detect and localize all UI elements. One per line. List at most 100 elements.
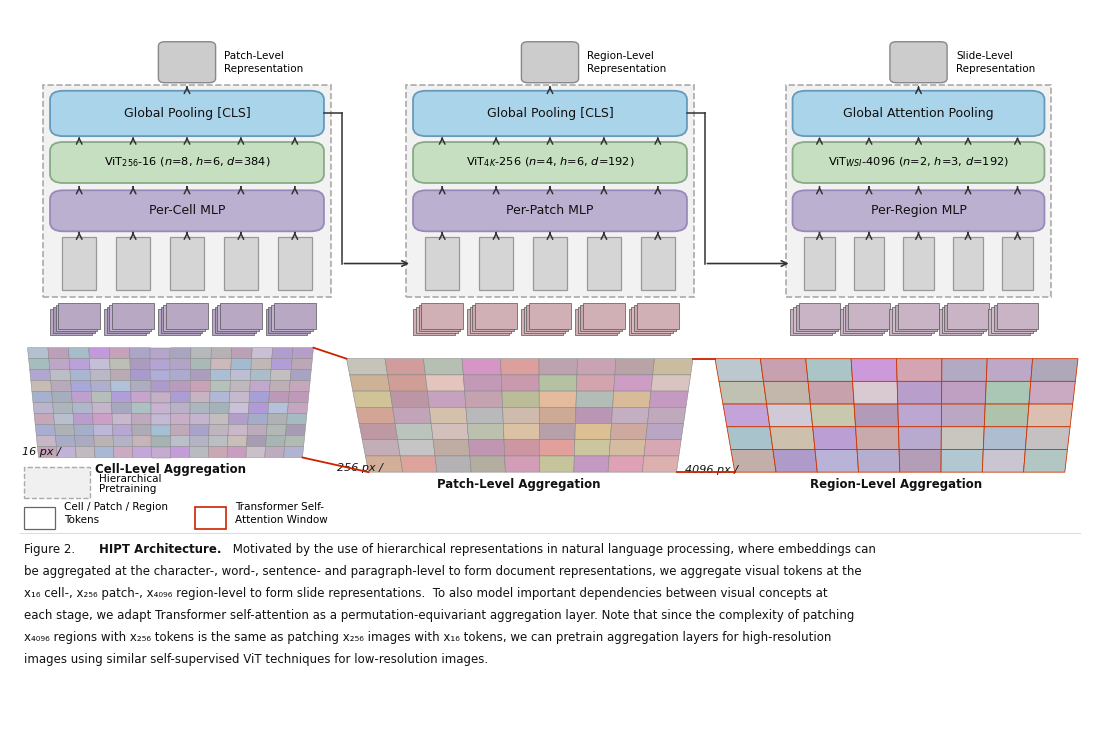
Polygon shape bbox=[228, 436, 248, 447]
Polygon shape bbox=[426, 375, 464, 391]
Polygon shape bbox=[50, 370, 70, 381]
FancyBboxPatch shape bbox=[414, 142, 686, 183]
Text: ViT$_{WSI}$-4096 ($n$=2, $h$=3, $d$=192): ViT$_{WSI}$-4096 ($n$=2, $h$=3, $d$=192) bbox=[828, 156, 1009, 169]
Bar bbox=[947, 303, 989, 329]
Polygon shape bbox=[29, 359, 50, 370]
Polygon shape bbox=[70, 381, 91, 392]
Bar bbox=[55, 305, 97, 331]
Polygon shape bbox=[760, 359, 808, 381]
Polygon shape bbox=[55, 425, 75, 436]
Bar bbox=[641, 237, 674, 290]
Polygon shape bbox=[387, 375, 427, 391]
Polygon shape bbox=[899, 449, 942, 472]
Polygon shape bbox=[288, 392, 309, 403]
Polygon shape bbox=[90, 370, 111, 381]
Text: Cell / Patch / Region
Tokens: Cell / Patch / Region Tokens bbox=[64, 502, 168, 526]
Text: Hierarchical: Hierarchical bbox=[99, 474, 162, 484]
Polygon shape bbox=[54, 414, 74, 425]
Polygon shape bbox=[763, 381, 811, 404]
Polygon shape bbox=[646, 424, 683, 440]
Polygon shape bbox=[170, 359, 190, 370]
Polygon shape bbox=[211, 359, 231, 370]
Polygon shape bbox=[170, 403, 190, 414]
FancyBboxPatch shape bbox=[792, 91, 1044, 136]
Polygon shape bbox=[987, 359, 1033, 381]
Polygon shape bbox=[94, 425, 113, 436]
Polygon shape bbox=[1025, 427, 1070, 449]
Bar bbox=[224, 237, 257, 290]
Polygon shape bbox=[150, 348, 170, 359]
Bar bbox=[416, 307, 458, 333]
Polygon shape bbox=[170, 447, 189, 458]
Bar bbox=[629, 309, 671, 335]
Text: 4096 px /: 4096 px / bbox=[685, 465, 738, 475]
Polygon shape bbox=[574, 440, 611, 456]
Bar bbox=[104, 309, 146, 335]
Bar bbox=[991, 307, 1033, 333]
Polygon shape bbox=[170, 425, 190, 436]
Polygon shape bbox=[33, 403, 54, 414]
Bar bbox=[214, 307, 256, 333]
Polygon shape bbox=[189, 436, 209, 447]
Polygon shape bbox=[229, 414, 249, 425]
Polygon shape bbox=[854, 404, 899, 427]
Text: be aggregated at the character-, word-, sentence- and paragraph-level to form do: be aggregated at the character-, word-, … bbox=[24, 565, 861, 578]
Polygon shape bbox=[69, 359, 90, 370]
Bar bbox=[524, 307, 565, 333]
Bar bbox=[166, 303, 208, 329]
Bar bbox=[848, 303, 890, 329]
Bar bbox=[634, 305, 675, 331]
Text: each stage, we adapt Transformer self-attention as a permutation-equivariant agg: each stage, we adapt Transformer self-at… bbox=[24, 609, 855, 622]
Text: Region-Level Aggregation: Region-Level Aggregation bbox=[811, 478, 982, 491]
Polygon shape bbox=[132, 425, 152, 436]
Text: Global Pooling [CLS]: Global Pooling [CLS] bbox=[486, 107, 614, 120]
Polygon shape bbox=[898, 381, 942, 404]
Bar bbox=[418, 305, 460, 331]
Text: Figure 2.: Figure 2. bbox=[24, 543, 75, 556]
Polygon shape bbox=[73, 403, 92, 414]
Bar bbox=[527, 305, 568, 331]
Bar bbox=[892, 307, 934, 333]
Polygon shape bbox=[208, 447, 228, 458]
Polygon shape bbox=[230, 392, 250, 403]
Polygon shape bbox=[152, 436, 170, 447]
FancyBboxPatch shape bbox=[792, 190, 1044, 231]
Polygon shape bbox=[942, 427, 985, 449]
Polygon shape bbox=[578, 359, 616, 375]
Bar bbox=[889, 309, 931, 335]
Polygon shape bbox=[151, 403, 170, 414]
Polygon shape bbox=[270, 381, 290, 392]
Polygon shape bbox=[284, 447, 304, 458]
Polygon shape bbox=[48, 348, 69, 359]
Bar bbox=[473, 305, 515, 331]
Polygon shape bbox=[272, 348, 293, 359]
Bar bbox=[53, 307, 95, 333]
Bar bbox=[278, 237, 311, 290]
Polygon shape bbox=[267, 414, 287, 425]
Polygon shape bbox=[132, 447, 152, 458]
Bar bbox=[903, 237, 934, 290]
Polygon shape bbox=[400, 456, 437, 472]
Bar bbox=[895, 305, 937, 331]
Polygon shape bbox=[773, 449, 817, 472]
Polygon shape bbox=[539, 375, 578, 391]
Bar bbox=[117, 237, 150, 290]
Bar bbox=[170, 237, 204, 290]
Polygon shape bbox=[68, 348, 89, 359]
Polygon shape bbox=[28, 348, 48, 359]
Polygon shape bbox=[857, 449, 900, 472]
Polygon shape bbox=[248, 425, 267, 436]
Polygon shape bbox=[851, 359, 898, 381]
Polygon shape bbox=[131, 403, 151, 414]
Bar bbox=[407, 85, 694, 297]
Polygon shape bbox=[189, 425, 209, 436]
Bar bbox=[587, 237, 620, 290]
Bar bbox=[804, 237, 835, 290]
Bar bbox=[631, 307, 673, 333]
Bar bbox=[421, 303, 463, 329]
Bar bbox=[24, 507, 55, 529]
Polygon shape bbox=[652, 359, 693, 375]
Polygon shape bbox=[190, 414, 209, 425]
Polygon shape bbox=[110, 359, 130, 370]
Polygon shape bbox=[852, 381, 898, 404]
